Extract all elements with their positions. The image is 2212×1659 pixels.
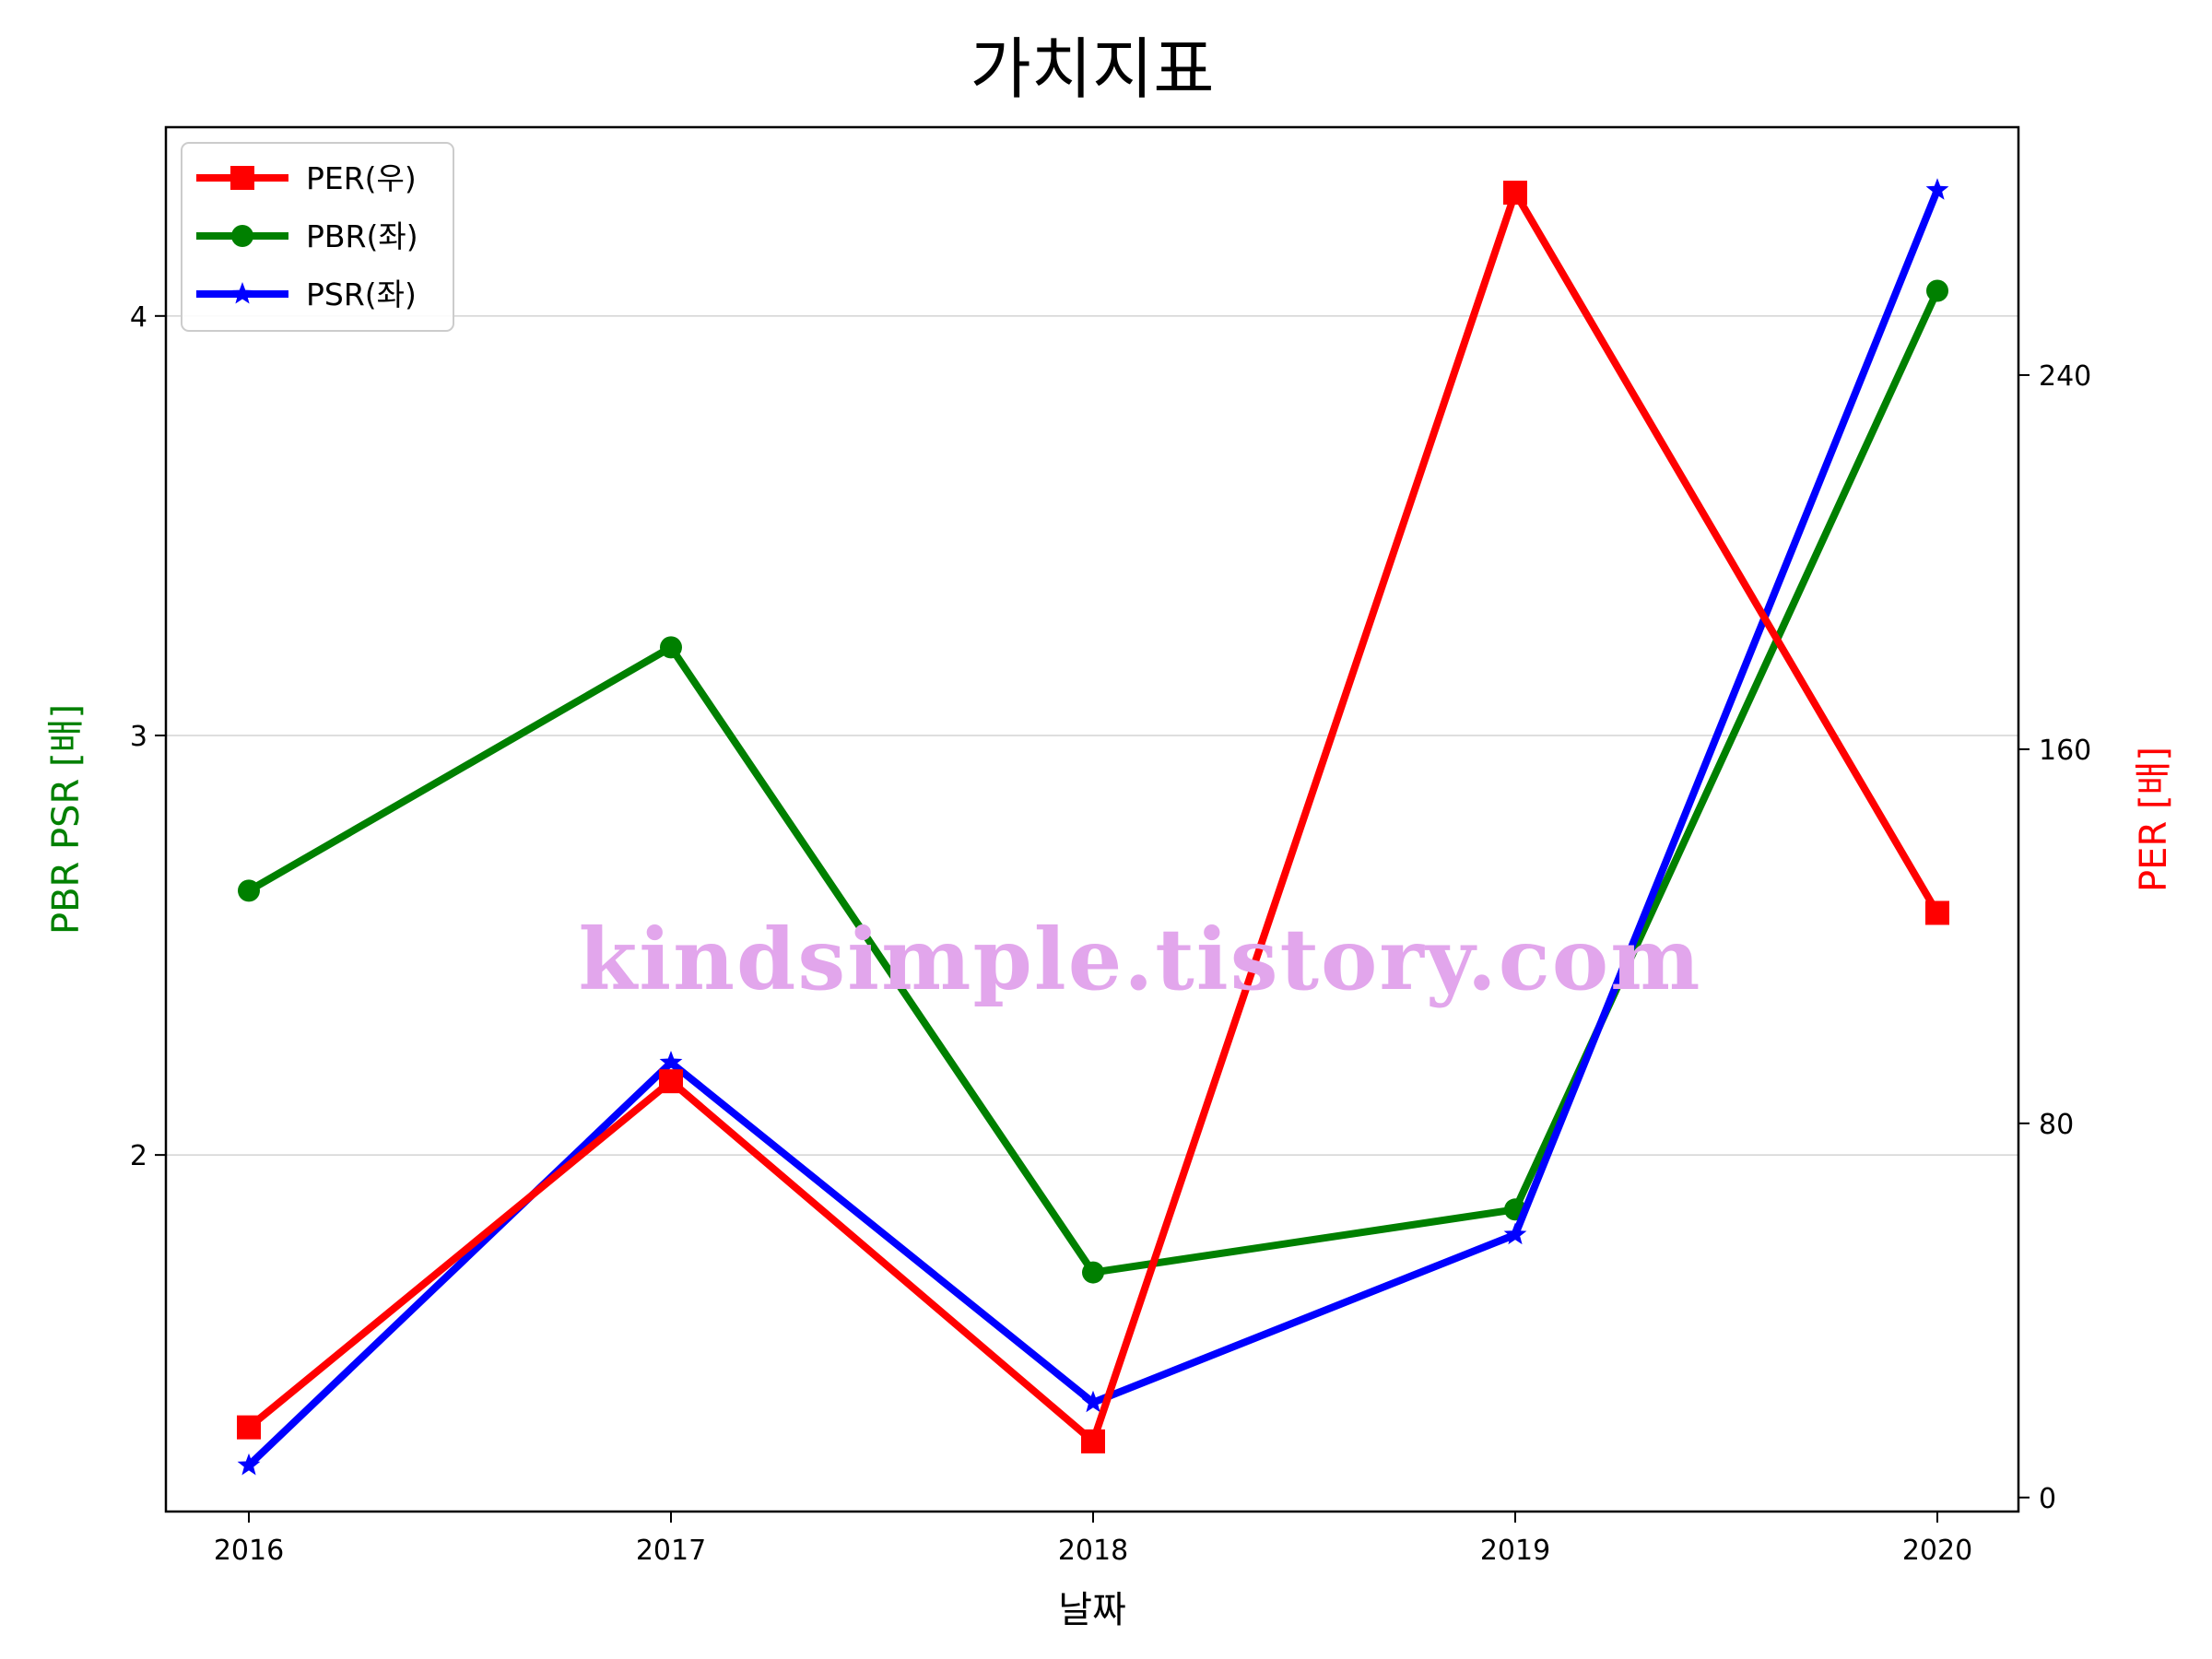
- plot-frame: [164, 125, 2020, 1513]
- y-right-axis-title: PER [배]: [2133, 747, 2175, 892]
- x-tick-label: 2016: [214, 1535, 284, 1567]
- y-right-tick-label: 80: [2039, 1109, 2074, 1141]
- series-square: [237, 181, 1949, 1453]
- y-right-tick-label: 160: [2039, 735, 2091, 767]
- legend-label: PER(우): [306, 160, 417, 196]
- series-circle: [238, 279, 1948, 1284]
- legend-entry: PER(우): [196, 160, 417, 196]
- series-layer: [237, 178, 1949, 1476]
- y-left-tick-label: 3: [130, 721, 147, 753]
- series-line: [247, 288, 1941, 1277]
- y-left-axis-title: PBR PSR [배]: [45, 704, 88, 935]
- legend-marker: [231, 225, 253, 247]
- data-point: [1925, 178, 1949, 200]
- data-point: [1503, 181, 1527, 206]
- axis-ticks: 2 3 4 0 80 160 240 2016 2017 2018 2019 2020: [130, 301, 2091, 1567]
- legend-label: PBR(좌): [306, 218, 418, 254]
- grid: [166, 315, 2018, 1156]
- data-point: [659, 1069, 683, 1094]
- legend-marker: [230, 282, 254, 304]
- data-point: [238, 879, 260, 902]
- data-point: [237, 1453, 261, 1476]
- y-left-tick-label: 2: [130, 1140, 147, 1172]
- data-point: [1081, 1429, 1105, 1453]
- x-axis-title: 날짜: [1058, 1589, 1126, 1631]
- legend: PER(우) PBR(좌) PSR(좌): [181, 142, 454, 332]
- y-right-tick-label: 240: [2039, 360, 2091, 393]
- data-point: [237, 1415, 261, 1440]
- data-point: [659, 1051, 683, 1073]
- y-right-tick-label: 0: [2039, 1483, 2056, 1515]
- watermark: kindsimple.tistory.com: [578, 910, 1701, 1009]
- data-point: [660, 636, 682, 659]
- legend-entry: PBR(좌): [196, 218, 418, 254]
- y-left-tick-label: 4: [130, 301, 147, 334]
- chart-title: 가치지표: [971, 30, 1215, 108]
- legend-label: PSR(좌): [306, 276, 417, 312]
- legend-entry: PSR(좌): [196, 276, 417, 312]
- data-point: [1081, 1390, 1105, 1413]
- data-point: [1503, 1222, 1527, 1245]
- legend-entries: PER(우) PBR(좌) PSR(좌): [196, 160, 418, 312]
- x-tick-label: 2018: [1058, 1535, 1128, 1567]
- x-tick-label: 2017: [636, 1535, 706, 1567]
- data-point: [1925, 900, 1949, 925]
- legend-marker: [230, 166, 254, 190]
- data-point: [1082, 1261, 1104, 1284]
- x-tick-label: 2019: [1480, 1535, 1550, 1567]
- data-point: [1926, 279, 1948, 302]
- x-tick-label: 2020: [1902, 1535, 1972, 1567]
